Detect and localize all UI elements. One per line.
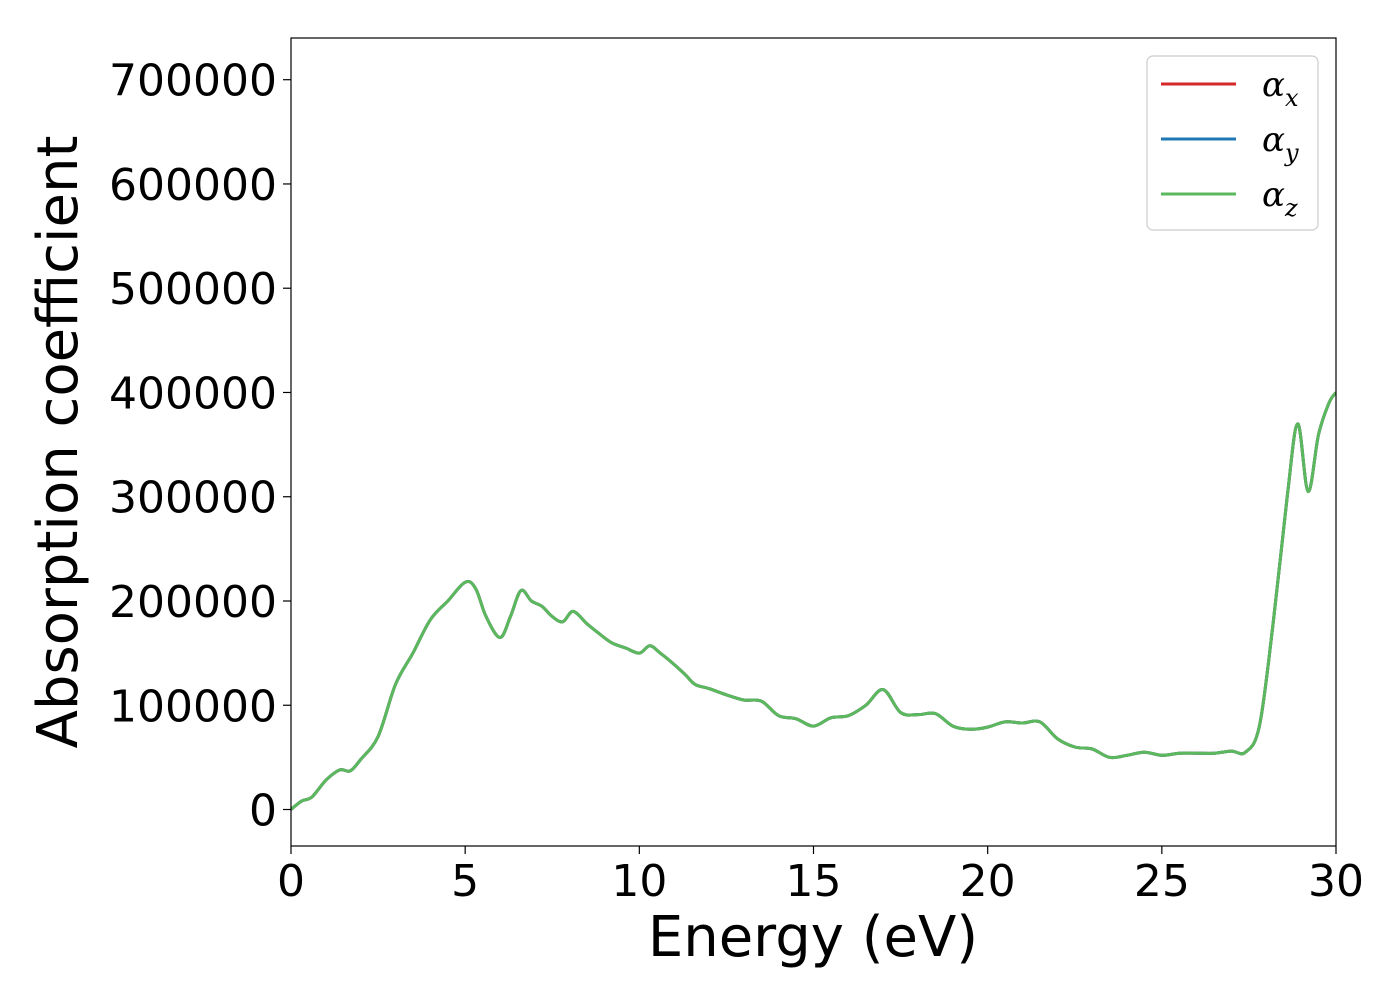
legend-label-base: α xyxy=(1262,120,1285,160)
legend-label-subscript: x xyxy=(1285,84,1299,112)
x-tick-label: 10 xyxy=(611,856,667,907)
legend-label-base: α xyxy=(1262,65,1285,105)
legend-label-subscript: y xyxy=(1284,139,1299,167)
x-tick-label: 20 xyxy=(960,856,1016,907)
x-tick-label: 25 xyxy=(1134,856,1190,907)
y-axis-label: Absorption coefficient xyxy=(26,136,91,749)
x-tick-label: 15 xyxy=(786,856,842,907)
legend-label-base: α xyxy=(1262,175,1285,215)
y-tick-label: 500000 xyxy=(109,264,277,315)
x-axis: 0 5 10 15 20 25 30 xyxy=(277,846,1364,907)
x-axis-label: Energy (eV) xyxy=(648,905,978,970)
y-tick-label: 700000 xyxy=(109,56,277,107)
legend-box xyxy=(1146,55,1319,231)
y-axis: 0 100000 200000 300000 400000 500000 600000 700… xyxy=(109,56,291,837)
legend-label-y: αy xyxy=(1262,120,1299,167)
y-tick-label: 400000 xyxy=(109,368,277,419)
legend-label-x: αx xyxy=(1262,65,1299,112)
legend-label-subscript: z xyxy=(1284,194,1298,222)
y-tick-label: 100000 xyxy=(109,681,277,732)
series-line-z xyxy=(291,391,1336,811)
x-tick-label: 30 xyxy=(1308,856,1364,907)
y-tick-label: 600000 xyxy=(109,160,277,211)
legend-label-z: αz xyxy=(1262,175,1298,222)
y-tick-label: 300000 xyxy=(109,473,277,524)
x-tick-label: 0 xyxy=(277,856,305,907)
y-tick-label: 200000 xyxy=(109,577,277,628)
series-layer xyxy=(291,391,1336,811)
y-tick-label: 0 xyxy=(249,786,277,837)
x-tick-label: 5 xyxy=(451,856,479,907)
